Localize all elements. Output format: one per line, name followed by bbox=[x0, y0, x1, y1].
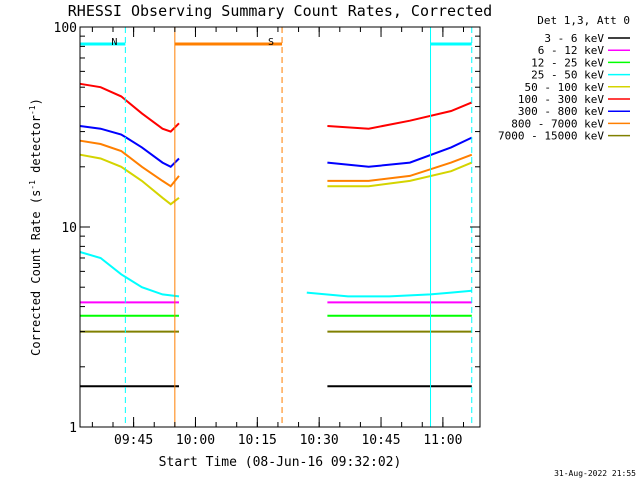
plot-frame bbox=[79, 26, 481, 428]
y-axis-label-sup2: -1 bbox=[28, 105, 37, 115]
legend-label-1: 3 - 6 keV bbox=[544, 32, 604, 45]
legend-label-3: 12 - 25 keV bbox=[531, 56, 604, 69]
series-line-7-part-1 bbox=[79, 125, 180, 169]
x-tick-label-4: 10:30 bbox=[300, 433, 339, 448]
y-tick-label-1: 1 bbox=[69, 421, 77, 436]
footer-date: 31-Aug-2022 21:55 bbox=[554, 469, 636, 478]
x-tick-label-1: 09:45 bbox=[114, 433, 153, 448]
x-tick-label-3: 10:15 bbox=[238, 433, 277, 448]
series-line-8-part-1 bbox=[79, 139, 180, 188]
y-tick-label-2: 10 bbox=[61, 221, 77, 236]
series-line-5-part-1 bbox=[79, 153, 180, 206]
series-line-7-part-2 bbox=[327, 136, 473, 168]
y-axis-label-base: Corrected Count Rate (s bbox=[29, 190, 43, 356]
legend-label-2: 6 - 12 keV bbox=[538, 44, 605, 57]
legend-label-4: 25 - 50 keV bbox=[531, 69, 604, 82]
series-line-6-part-1 bbox=[79, 82, 180, 133]
flag-label-1: N bbox=[111, 37, 117, 48]
x-tick-label-6: 11:00 bbox=[423, 433, 462, 448]
legend-label-8: 800 - 7000 keV bbox=[511, 117, 604, 130]
x-tick-label-5: 10:45 bbox=[361, 433, 400, 448]
legend-label-6: 100 - 300 keV bbox=[518, 93, 604, 106]
series-line-4-part-2 bbox=[306, 289, 472, 298]
series-line-5-part-2 bbox=[327, 161, 473, 188]
x-axis-label: Start Time (08-Jun-16 09:32:02) bbox=[159, 455, 402, 470]
x-tick-label-2: 10:00 bbox=[176, 433, 215, 448]
legend-title: Det 1,3, Att 0 bbox=[537, 14, 630, 27]
y-tick-label-3: 100 bbox=[54, 21, 77, 36]
legend-label-9: 7000 - 15000 keV bbox=[498, 130, 604, 143]
chart-title: RHESSI Observing Summary Count Rates, Co… bbox=[68, 2, 492, 20]
legend-label-7: 300 - 800 keV bbox=[518, 105, 604, 118]
y-axis-label: Corrected Count Rate (s-1 detector-1) bbox=[28, 98, 43, 356]
series-line-6-part-2 bbox=[327, 101, 473, 130]
y-axis-label-sup1: -1 bbox=[28, 180, 37, 190]
y-axis-label-mid: detector bbox=[29, 115, 43, 180]
flag-label-2: S bbox=[268, 37, 274, 48]
legend-label-5: 50 - 100 keV bbox=[525, 81, 605, 94]
series-line-4-part-1 bbox=[79, 251, 180, 298]
series-line-8-part-2 bbox=[327, 153, 473, 182]
plot-area: N S 09:45 10:00 10:15 10:30 10:45 11:00 1 10 100 bbox=[54, 21, 481, 448]
y-axis-label-end: ) bbox=[29, 98, 43, 105]
